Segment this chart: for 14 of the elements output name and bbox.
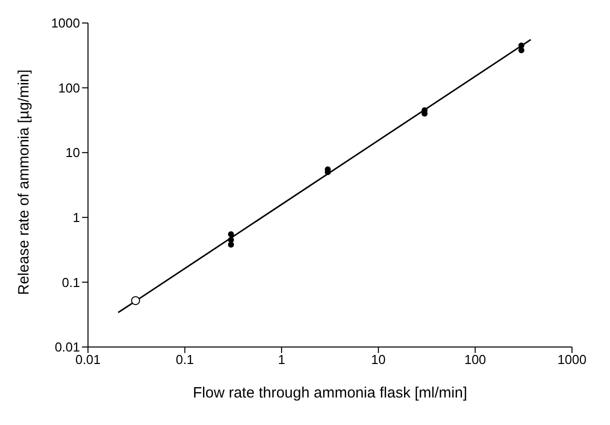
y-axis-title: Release rate of ammonia [µg/min] — [15, 70, 32, 295]
x-tick-label: 10 — [371, 352, 386, 368]
x-tick-label: 1 — [278, 352, 286, 368]
y-tick-label: 1 — [72, 210, 80, 226]
y-tick-label: 0.1 — [62, 274, 80, 290]
y-tick-label: 100 — [58, 80, 80, 96]
x-axis-title: Flow rate through ammonia flask [ml/min] — [192, 384, 468, 402]
y-tick-label: 0.01 — [54, 340, 80, 355]
y-tick-label: 1000 — [51, 16, 80, 31]
x-tick-label: 0.01 — [75, 352, 101, 368]
x-tick-label: 0.1 — [176, 352, 194, 368]
x-tick-label: 1000 — [558, 352, 586, 368]
y-tick-label: 10 — [66, 145, 80, 160]
x-tick-label: 100 — [464, 352, 486, 368]
